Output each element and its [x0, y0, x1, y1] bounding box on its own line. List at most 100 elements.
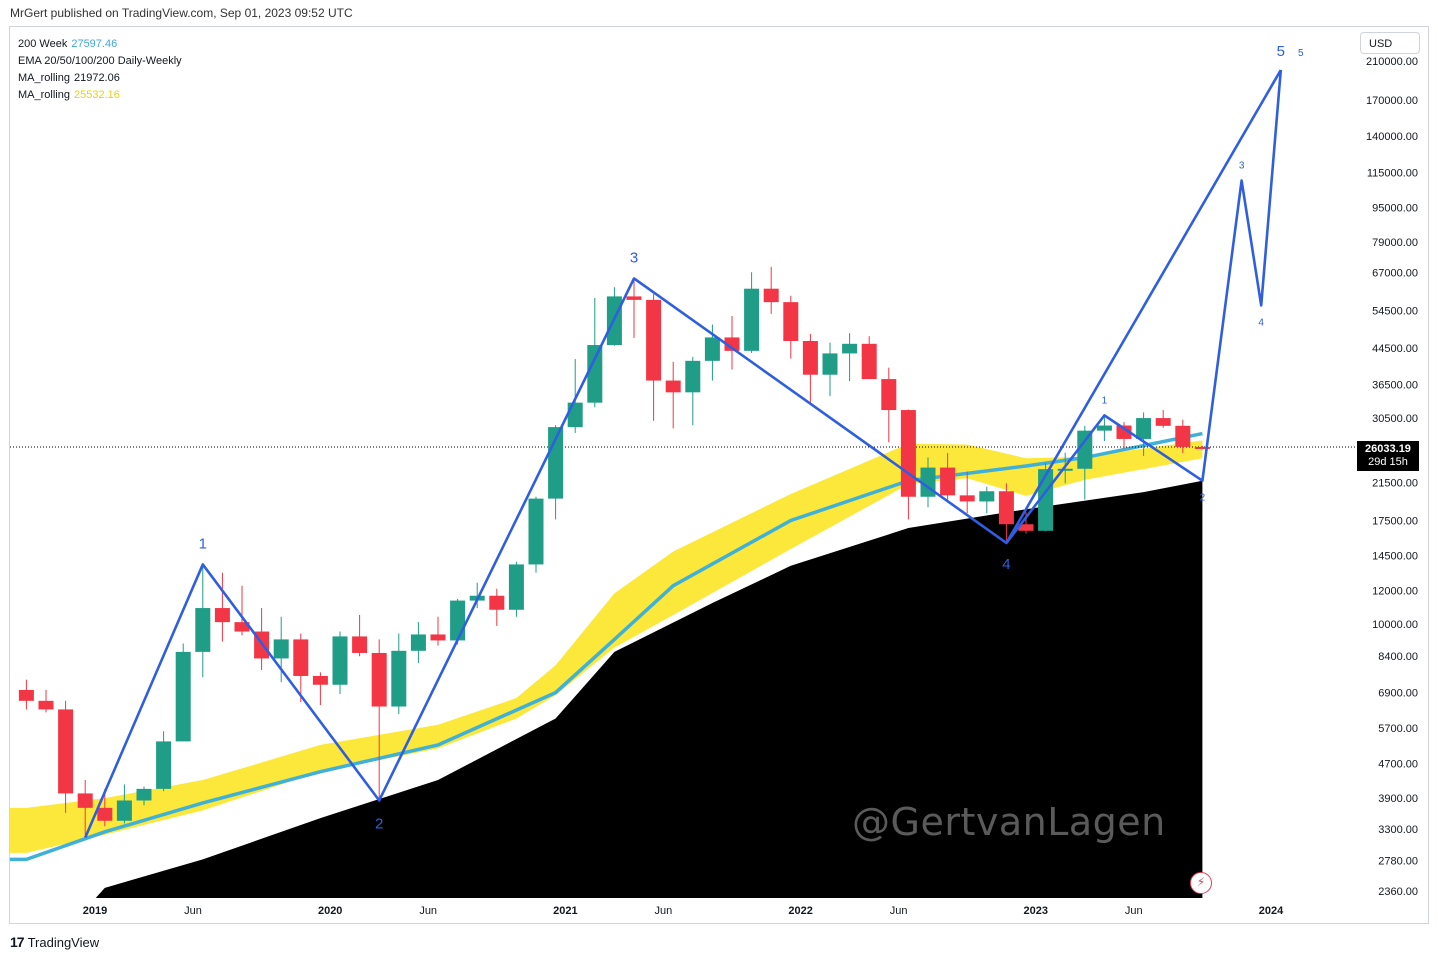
wave-label-sub: 2 [1200, 493, 1206, 504]
candle-body [1057, 468, 1073, 471]
price-tick-label: 4700.00 [1378, 759, 1418, 771]
publisher-line: MrGert published on TradingView.com, Sep… [10, 6, 353, 20]
time-tick-label: Jun [655, 905, 673, 917]
candle-body [312, 675, 328, 685]
candle-body [38, 700, 54, 710]
chart-frame [9, 26, 1429, 924]
candle-body [665, 380, 681, 393]
legend-row-ma-rolling-1[interactable]: MA_rolling 21972.06 [18, 70, 182, 87]
candle-body [802, 340, 818, 375]
wave-label-main: 2 [375, 815, 383, 832]
candle-body [1116, 425, 1132, 439]
candle-body [97, 807, 113, 821]
candle-body [116, 800, 132, 821]
time-tick-label: 2021 [553, 905, 577, 917]
plot-area: 1 2 3 4 5 1 2 3 4 5 [10, 43, 1355, 898]
time-tick-label: Jun [890, 905, 908, 917]
legend-row-ma-rolling-2[interactable]: MA_rolling 25532.16 [18, 87, 182, 104]
wave-label-sub: 1 [1102, 395, 1108, 406]
price-tick-label: 30500.00 [1372, 413, 1418, 425]
candle-body [450, 600, 466, 641]
price-tick-label: 8400.00 [1378, 651, 1418, 663]
price-axis: 210000.00 170000.00 140000.00 115000.00 9500… [1366, 56, 1418, 898]
candle-body [1077, 430, 1093, 469]
candle-body [626, 296, 642, 300]
price-tick-label: 10000.00 [1372, 619, 1418, 631]
price-tick-label: 3300.00 [1378, 824, 1418, 836]
candle-body [704, 337, 720, 361]
candle-body [685, 360, 701, 393]
elliott-wave-sub [1005, 69, 1283, 544]
wave-label-main: 5 [1277, 43, 1285, 60]
price-tick-label: 17500.00 [1372, 516, 1418, 528]
bar-countdown: 29d 15h [1368, 456, 1408, 468]
candle-body [156, 741, 172, 789]
wave-label-main: 3 [630, 249, 638, 266]
candle-body [881, 379, 897, 411]
lightning-icon[interactable]: ⚡ [1190, 872, 1212, 894]
candle-body [1175, 425, 1191, 447]
candle-body [900, 410, 916, 497]
legend-value: 25532.16 [73, 89, 120, 101]
wave-label-sub: 5 [1298, 48, 1304, 59]
candle-body [744, 288, 760, 351]
wave-label-main: 1 [199, 535, 207, 552]
candle-body [175, 651, 191, 742]
wave-label-sub: 4 [1258, 317, 1264, 328]
price-chart[interactable]: 1 2 3 4 5 1 2 3 4 5 210000.00 170000.00 140000.00 115… [0, 0, 1438, 930]
time-tick-label: Jun [184, 905, 202, 917]
candle-body [1194, 446, 1210, 449]
legend-row-ema[interactable]: EMA 20/50/100/200 Daily-Weekly [18, 53, 182, 70]
candle-body [391, 650, 407, 707]
currency-button[interactable]: USD [1360, 32, 1420, 54]
candle-body [587, 345, 603, 403]
candle-body [1018, 524, 1034, 531]
last-price-label: 26033.19 29d 15h [1357, 441, 1419, 471]
candle-body [430, 634, 446, 641]
price-tick-label: 44500.00 [1372, 343, 1418, 355]
candle-body [371, 652, 387, 707]
legend-row-200w[interactable]: 200 Week 27597.46 [18, 36, 182, 53]
candle-body [332, 636, 348, 685]
candle-body [508, 564, 524, 610]
candle-body [979, 491, 995, 502]
candle-body [822, 353, 838, 375]
candle-body [959, 495, 975, 502]
candle-body [528, 498, 544, 565]
price-tick-label: 21500.00 [1372, 477, 1418, 489]
footer: 17 TradingView [10, 934, 99, 950]
wave-label-sub: 3 [1239, 161, 1245, 172]
price-tick-label: 140000.00 [1366, 131, 1418, 143]
time-tick-label: Jun [1125, 905, 1143, 917]
candle-body [410, 634, 426, 651]
time-axis: 2019 Jun 2020 Jun 2021 Jun 2022 Jun 2023 Jun 2024 [83, 905, 1284, 917]
candle-body [763, 288, 779, 303]
indicator-legend: 200 Week 27597.46 EMA 20/50/100/200 Daily… [18, 36, 182, 104]
candle-body [77, 793, 93, 808]
price-tick-label: 5700.00 [1378, 723, 1418, 735]
candle-body [567, 402, 583, 428]
price-tick-label: 2780.00 [1378, 856, 1418, 868]
legend-label: MA_rolling [18, 72, 70, 84]
price-tick-label: 14500.00 [1372, 550, 1418, 562]
price-tick-label: 12000.00 [1372, 585, 1418, 597]
price-tick-label: 36500.00 [1372, 380, 1418, 392]
price-tick-label: 115000.00 [1367, 167, 1418, 179]
author-watermark: @GertvanLagen [852, 800, 1166, 844]
candle-body [1038, 469, 1054, 531]
time-tick-label: 2019 [83, 905, 107, 917]
ma-200week-area [10, 480, 1203, 898]
footer-brand[interactable]: TradingView [27, 934, 100, 950]
legend-value: 27597.46 [71, 38, 118, 50]
legend-value: 21972.06 [73, 72, 120, 84]
price-tick-label: 2360.00 [1378, 886, 1418, 898]
candle-body [1136, 418, 1152, 439]
candle-body [783, 302, 799, 341]
candle-body [998, 491, 1014, 525]
price-tick-label: 67000.00 [1372, 267, 1418, 279]
candle-body [489, 595, 505, 610]
candle-body [195, 608, 211, 652]
candle-body [1096, 425, 1112, 431]
candle-body [273, 639, 289, 659]
price-tick-label: 79000.00 [1372, 237, 1418, 249]
